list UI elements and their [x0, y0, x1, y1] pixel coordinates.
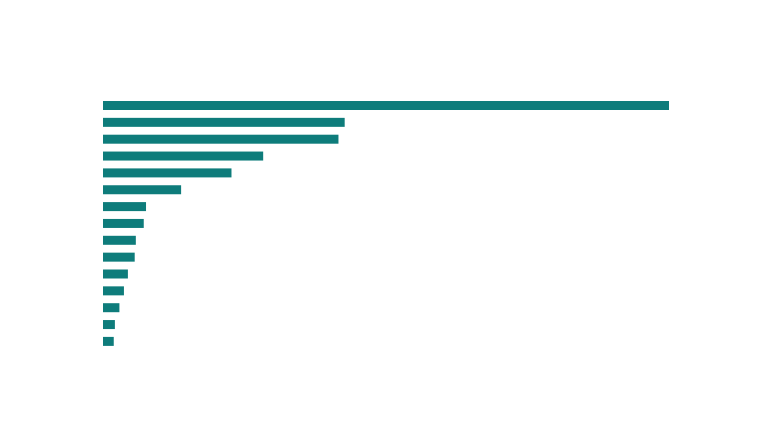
bar-4 [103, 151, 264, 161]
bar-5 [103, 168, 232, 178]
bar-11 [103, 269, 128, 279]
bar-7 [103, 202, 147, 212]
bar-9 [103, 235, 136, 245]
bar-3 [103, 134, 339, 144]
bar-1 [103, 101, 669, 110]
bar-10 [103, 252, 135, 262]
bar-14 [103, 320, 115, 330]
bar-8 [103, 218, 144, 228]
bar-2 [103, 117, 345, 127]
bar-13 [103, 303, 120, 313]
bars-group [103, 101, 669, 346]
bar-12 [103, 286, 124, 296]
bar-6 [103, 185, 182, 195]
bar-15 [103, 336, 114, 346]
